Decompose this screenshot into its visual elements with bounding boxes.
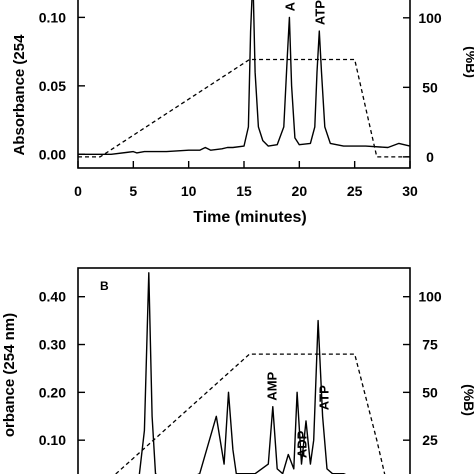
panel-a-x-axis-label: Time (minutes) [193,209,307,226]
panel-b-y2-axis-label: (%B) [461,384,474,416]
panel-a-y2-tick-label: 100 [418,10,442,26]
panel-a-y-tick-label: 0.00 [39,146,66,162]
panel-b-y2-tick-label: 75 [422,337,438,353]
panel-a-x-tick-label: 5 [129,183,137,199]
panel-a-peak-label: ATP [312,0,327,25]
panel-b-frame [77,267,411,474]
panel-b-peak-label: AMP [265,371,280,400]
panel-a-y2-axis-label: (%B) [463,46,474,78]
panel-b-label: B [100,279,109,293]
panel-a-y-axis-label: Absorbance (254 [11,34,28,156]
panel-a-x-tick-label: 30 [402,183,418,199]
panel-b: B orbance (254 nm) (%B) 0.10 0.20 0.30 0.40… [1,267,474,474]
panel-b-y-axis-label: orbance (254 nm) [1,313,18,437]
panel-a-gradient-line [78,58,410,158]
panel-a-x-ticks: 0 5 10 15 20 25 30 [74,161,418,199]
panel-b-y2-ticks: 25 50 75 100 [403,289,442,448]
panel-b-y-tick-label: 0.10 [39,432,66,448]
panel-b-y2-tick-label: 100 [418,289,442,305]
panel-b-y-tick-label: 0.20 [39,384,66,400]
panel-a-peak-label: A [282,1,297,11]
panel-a-y2-tick-label: 0 [426,149,434,165]
panel-a-y-tick-label: 0.10 [39,9,66,25]
panel-a-annotations: A ATP [282,0,327,25]
panel-a-series [78,0,411,158]
panel-b-y-tick-label: 0.30 [39,337,66,353]
panel-a-x-tick-label: 10 [181,183,197,199]
panel-b-peak-label: ADP [295,430,310,458]
panel-a-absorbance-trace [78,0,411,155]
panel-b-y2-tick-label: 50 [422,384,438,400]
panel-a-y2-tick-label: 50 [422,79,438,95]
panel-b-y-tick-label: 0.40 [39,289,66,305]
panel-b-peak-label: ATP [317,385,332,410]
panel-a-y-ticks: 0.00 0.05 0.10 [39,9,85,162]
panel-b-y-ticks: 0.10 0.20 0.30 0.40 [39,289,85,448]
panel-a-x-tick-label: 15 [236,183,252,199]
panel-a-x-tick-label: 25 [347,183,363,199]
panel-b-absorbance-trace [138,272,347,474]
panel-a-x-tick-label: 20 [292,183,308,199]
panel-a-y2-ticks: 0 50 100 [403,10,442,165]
panel-b-y2-tick-label: 25 [422,432,438,448]
panel-a-x-tick-label: 0 [74,183,82,199]
panel-a: Absorbance (254 (%B) Time (minutes) 0 5 10… [11,0,474,226]
panel-b-annotations: AMP ADP ATP [265,371,332,458]
panel-a-y-tick-label: 0.05 [39,78,66,94]
panel-b-gradient-line [114,353,386,474]
panel-b-series [114,272,386,474]
